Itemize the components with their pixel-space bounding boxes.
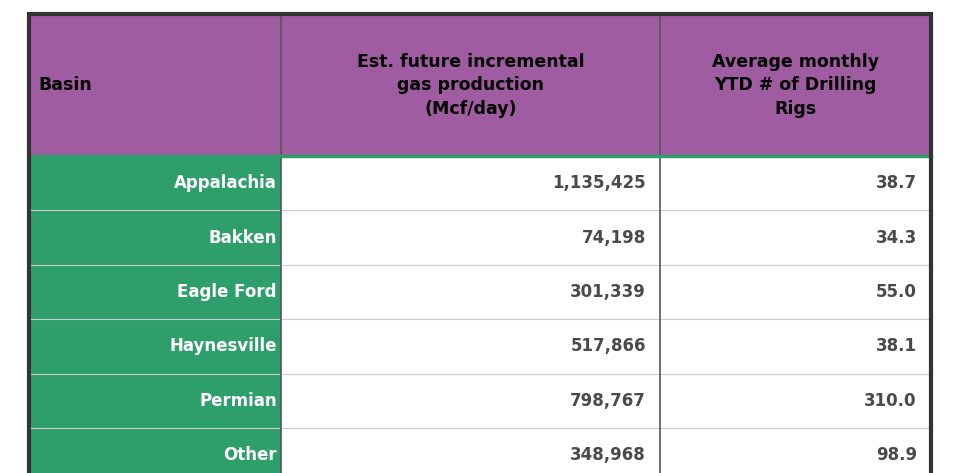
FancyBboxPatch shape	[29, 156, 281, 210]
Text: 348,968: 348,968	[570, 446, 646, 464]
FancyBboxPatch shape	[281, 374, 660, 428]
Text: Average monthly
YTD # of Drilling
Rigs: Average monthly YTD # of Drilling Rigs	[712, 53, 879, 118]
Text: 1,135,425: 1,135,425	[552, 174, 646, 193]
Text: Eagle Ford: Eagle Ford	[178, 283, 276, 301]
FancyBboxPatch shape	[660, 374, 931, 428]
FancyBboxPatch shape	[29, 210, 281, 265]
Text: 798,767: 798,767	[570, 392, 646, 410]
FancyBboxPatch shape	[660, 428, 931, 473]
FancyBboxPatch shape	[281, 428, 660, 473]
FancyBboxPatch shape	[29, 265, 281, 319]
Text: Bakken: Bakken	[208, 228, 276, 247]
FancyBboxPatch shape	[281, 210, 660, 265]
Text: Est. future incremental
gas production
(Mcf/day): Est. future incremental gas production (…	[357, 53, 585, 118]
FancyBboxPatch shape	[29, 428, 281, 473]
FancyBboxPatch shape	[281, 319, 660, 374]
FancyBboxPatch shape	[281, 265, 660, 319]
FancyBboxPatch shape	[29, 374, 281, 428]
FancyBboxPatch shape	[660, 156, 931, 210]
Text: 34.3: 34.3	[876, 228, 917, 247]
Text: 301,339: 301,339	[570, 283, 646, 301]
Text: 98.9: 98.9	[876, 446, 917, 464]
Text: Other: Other	[223, 446, 276, 464]
Text: Permian: Permian	[199, 392, 276, 410]
FancyBboxPatch shape	[29, 14, 931, 156]
Text: 517,866: 517,866	[570, 337, 646, 356]
FancyBboxPatch shape	[281, 156, 660, 210]
Text: Appalachia: Appalachia	[174, 174, 276, 193]
Text: 38.7: 38.7	[876, 174, 917, 193]
FancyBboxPatch shape	[660, 210, 931, 265]
FancyBboxPatch shape	[660, 265, 931, 319]
FancyBboxPatch shape	[660, 319, 931, 374]
Text: 74,198: 74,198	[582, 228, 646, 247]
FancyBboxPatch shape	[29, 319, 281, 374]
Text: Haynesville: Haynesville	[169, 337, 276, 356]
Text: 55.0: 55.0	[876, 283, 917, 301]
Text: 38.1: 38.1	[876, 337, 917, 356]
Text: Basin: Basin	[38, 76, 92, 94]
Text: 310.0: 310.0	[864, 392, 917, 410]
